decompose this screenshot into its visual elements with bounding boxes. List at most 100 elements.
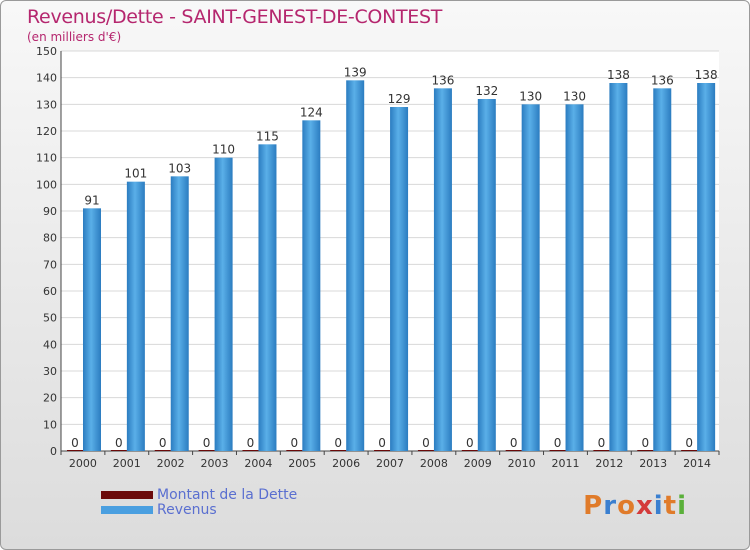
bar-revenus: [170, 176, 189, 452]
logo-letter: r: [603, 491, 618, 521]
bar-revenus: [83, 208, 101, 451]
bar-revenus: [565, 104, 584, 451]
data-label-revenus: 132: [475, 84, 498, 98]
x-tick-label: 2009: [464, 457, 492, 470]
legend-label-dette: Montant de la Dette: [157, 486, 298, 503]
bar-dette: [154, 450, 171, 451]
y-tick-label: 70: [43, 258, 57, 271]
bar-revenus: [433, 88, 452, 451]
y-tick-label: 110: [36, 152, 57, 165]
legend-item-dette: Montant de la Dette: [101, 486, 298, 503]
logo-letter: x: [635, 491, 654, 521]
bar-revenus: [653, 88, 672, 451]
bar-dette: [198, 450, 215, 451]
logo-letter: P: [583, 491, 604, 521]
bar-revenus: [214, 157, 233, 451]
y-tick-label: 0: [50, 445, 57, 458]
bar-dette: [637, 450, 654, 451]
x-tick-label: 2010: [508, 457, 536, 470]
bar-revenus: [477, 99, 496, 451]
y-tick-label: 50: [43, 312, 57, 325]
x-tick-label: 2014: [683, 457, 711, 470]
bar-revenus: [697, 83, 716, 451]
y-tick-label: 20: [43, 392, 57, 405]
bar-dette: [461, 450, 478, 451]
y-tick-label: 90: [43, 205, 57, 218]
bar-revenus: [346, 80, 365, 451]
data-label-dette: 0: [378, 436, 386, 450]
data-label-dette: 0: [554, 436, 562, 450]
data-label-revenus: 136: [431, 73, 454, 87]
data-label-revenus: 103: [168, 161, 191, 175]
x-tick-label: 2002: [157, 457, 185, 470]
bar-dette: [417, 450, 434, 451]
logo-letter: i: [677, 491, 687, 521]
x-tick-label: 2005: [288, 457, 316, 470]
bar-revenus: [609, 83, 628, 451]
legend-item-revenus: Revenus: [101, 501, 297, 518]
legend-swatch-revenus: [101, 505, 153, 514]
bar-revenus: [302, 120, 321, 451]
x-tick-label: 2011: [551, 457, 579, 470]
data-label-revenus: 138: [607, 68, 630, 82]
data-label-revenus: 139: [344, 65, 367, 79]
bar-revenus: [258, 144, 277, 452]
bar-dette: [67, 450, 83, 451]
y-tick-label: 140: [36, 72, 57, 85]
bar-dette: [593, 450, 610, 451]
chart-title: Revenus/Dette - SAINT-GENEST-DE-CONTEST: [27, 6, 443, 28]
data-label-dette: 0: [510, 436, 518, 450]
bar-revenus: [521, 104, 540, 451]
y-tick-label: 130: [36, 98, 57, 111]
data-label-dette: 0: [598, 436, 606, 450]
data-label-revenus: 110: [212, 143, 235, 157]
data-label-dette: 0: [203, 436, 211, 450]
y-tick-label: 120: [36, 125, 57, 138]
bar-revenus: [126, 181, 145, 451]
y-tick-label: 60: [43, 285, 57, 298]
y-tick-label: 10: [43, 418, 57, 431]
logo-letter: o: [617, 491, 636, 521]
data-label-dette: 0: [159, 436, 167, 450]
bar-dette: [286, 450, 303, 451]
x-tick-label: 2003: [201, 457, 229, 470]
data-label-dette: 0: [466, 436, 474, 450]
bar-dette: [505, 450, 522, 451]
x-tick-label: 2000: [69, 457, 97, 470]
x-tick-label: 2013: [639, 457, 667, 470]
data-label-dette: 0: [334, 436, 342, 450]
data-label-revenus: 136: [651, 73, 674, 87]
chart-subtitle: (en milliers d'€): [27, 30, 122, 44]
data-label-revenus: 101: [124, 167, 147, 181]
data-label-dette: 0: [115, 436, 123, 450]
x-tick-label: 2012: [595, 457, 623, 470]
data-label-dette: 0: [641, 436, 649, 450]
data-label-revenus: 130: [519, 89, 542, 103]
bar-dette: [681, 450, 698, 451]
bar-dette: [110, 450, 127, 451]
data-label-revenus: 124: [300, 105, 323, 119]
x-tick-label: 2001: [113, 457, 141, 470]
legend-label-revenus: Revenus: [157, 501, 217, 518]
plot-area: [61, 51, 719, 451]
x-tick-label: 2004: [244, 457, 272, 470]
x-tick-label: 2008: [420, 457, 448, 470]
x-tick-label: 2007: [376, 457, 404, 470]
y-tick-label: 40: [43, 338, 57, 351]
x-tick-label: 2006: [332, 457, 360, 470]
bar-dette: [374, 450, 391, 451]
proxiti-logo: Proxiti: [583, 491, 687, 521]
y-tick-label: 30: [43, 365, 57, 378]
data-label-dette: 0: [685, 436, 693, 450]
legend: Montant de la Dette Revenus: [101, 486, 298, 518]
data-label-revenus: 129: [388, 92, 411, 106]
data-label-revenus: 91: [84, 193, 99, 207]
legend-swatch-dette: [101, 490, 153, 499]
data-label-revenus: 138: [695, 68, 718, 82]
data-label-revenus: 115: [256, 129, 279, 143]
bar-dette: [330, 450, 347, 451]
logo-letter: t: [663, 491, 678, 521]
data-label-dette: 0: [422, 436, 430, 450]
